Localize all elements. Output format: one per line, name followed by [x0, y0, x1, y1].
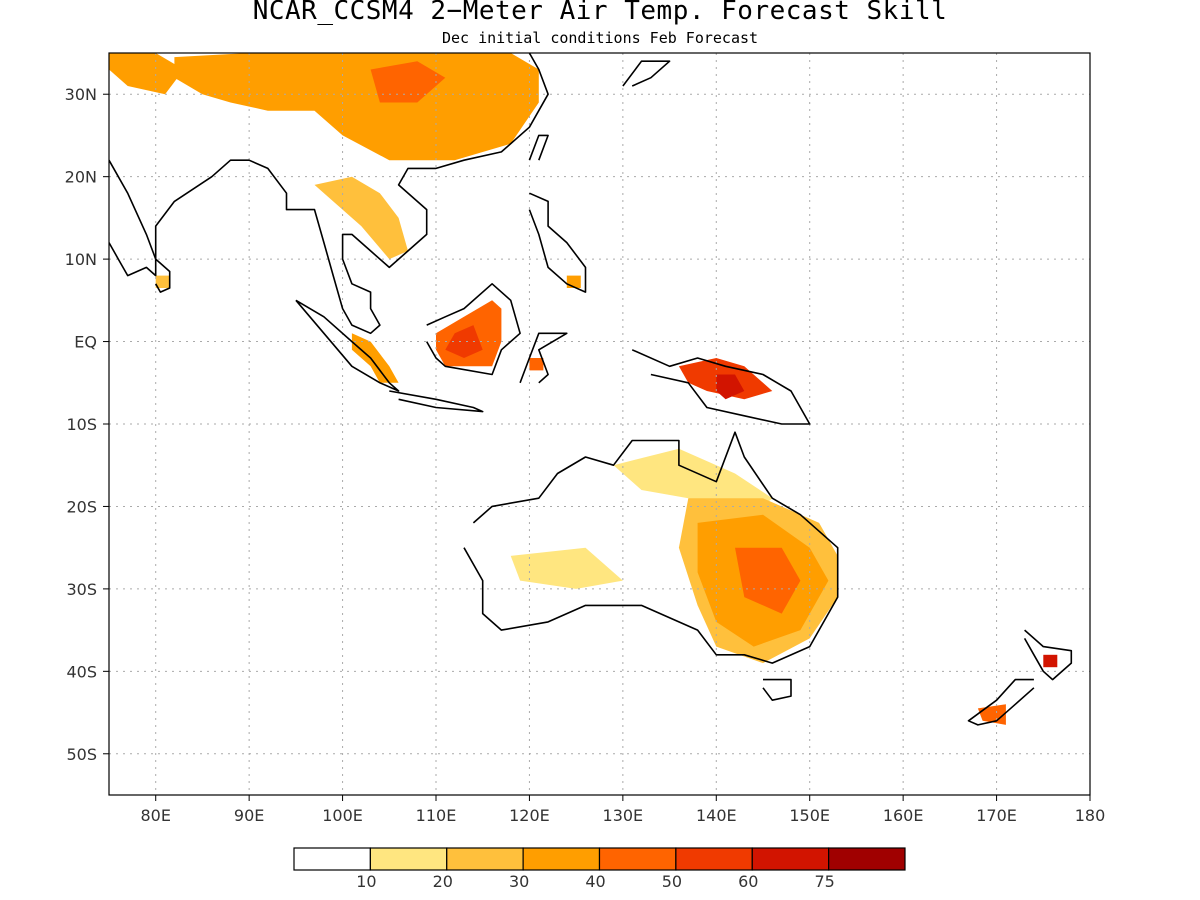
lat-tick-label: 40S: [66, 662, 97, 681]
lon-tick-label: 150E: [789, 806, 830, 825]
lat-tick-label: 10N: [65, 250, 97, 269]
colorbar-label: 40: [585, 872, 605, 891]
colorbar-swatch: [751, 847, 830, 871]
coastline: [528, 134, 549, 161]
colorbar-label: 20: [433, 872, 453, 891]
skill-region: [445, 325, 483, 358]
skill-region: [109, 53, 184, 95]
colorbar-swatch: [446, 847, 524, 871]
lat-tick-label: 30S: [66, 580, 97, 599]
lon-tick-label: 140E: [696, 806, 737, 825]
coastline-layer: [109, 53, 1073, 726]
coastline: [1023, 629, 1073, 681]
skill-region: [370, 61, 446, 103]
lon-tick-label: 110E: [416, 806, 457, 825]
colorbar-swatch: [522, 847, 601, 871]
chart-title: NCAR_CCSM4 2−Meter Air Temp. Forecast Sk…: [252, 0, 948, 26]
colorbar-swatch: [828, 847, 906, 871]
colorbar-swatch: [369, 847, 448, 871]
lon-tick-label: 130E: [603, 806, 644, 825]
coastline: [762, 678, 792, 702]
colorbar-swatch: [598, 847, 677, 871]
lat-tick-label: EQ: [74, 333, 97, 352]
lat-tick-label: 10S: [66, 415, 97, 434]
lon-tick-label: 100E: [322, 806, 363, 825]
lon-tick-label: 90E: [234, 806, 264, 825]
colorbar-swatch: [675, 847, 753, 871]
lat-tick-label: 50S: [66, 745, 97, 764]
skill-region: [716, 374, 745, 400]
colorbar-label: 60: [738, 872, 758, 891]
colorbar-label: 75: [814, 872, 834, 891]
lon-tick-label: 180: [1075, 806, 1106, 825]
skill-region: [174, 53, 539, 161]
lon-tick-label: 170E: [976, 806, 1017, 825]
colorbar-swatch: [293, 847, 371, 871]
coastline: [389, 390, 484, 413]
coastline: [631, 349, 811, 425]
skill-region: [510, 547, 623, 589]
skill-shading-layer: [109, 53, 1058, 725]
skill-region: [155, 275, 170, 288]
colorbar-label: 50: [662, 872, 682, 891]
skill-region: [735, 547, 801, 614]
skill-region: [1043, 654, 1058, 668]
chart-subtitle: Dec initial conditions Feb Forecast: [441, 29, 759, 47]
coastline: [155, 258, 171, 293]
lat-tick-label: 30N: [65, 85, 97, 104]
coastline: [967, 678, 1035, 726]
coastline: [519, 332, 568, 384]
coastline: [295, 299, 400, 392]
colorbar-label: 30: [509, 872, 529, 891]
coastline: [154, 53, 549, 335]
axis-ticks: 30N 20N 10N EQ 10S 20S 30S 40S 50S 80E 90E 100E 110E…: [65, 85, 1106, 825]
coastline: [109, 159, 157, 277]
gridlines: [109, 53, 1090, 795]
lon-tick-label: 120E: [509, 806, 550, 825]
skill-region: [529, 358, 544, 371]
skill-region: [314, 176, 408, 260]
coastline: [426, 282, 521, 376]
coastline: [528, 192, 587, 293]
coastline: [622, 60, 671, 87]
coastline: [463, 431, 839, 664]
colorbar-label: 10: [356, 872, 376, 891]
lat-tick-label: 20N: [65, 168, 97, 187]
skill-region: [351, 333, 399, 383]
colorbar: 10 20 30 40 50 60 75: [293, 847, 906, 891]
lat-tick-label: 20S: [66, 497, 97, 516]
lon-tick-label: 160E: [883, 806, 924, 825]
lon-tick-label: 80E: [140, 806, 170, 825]
